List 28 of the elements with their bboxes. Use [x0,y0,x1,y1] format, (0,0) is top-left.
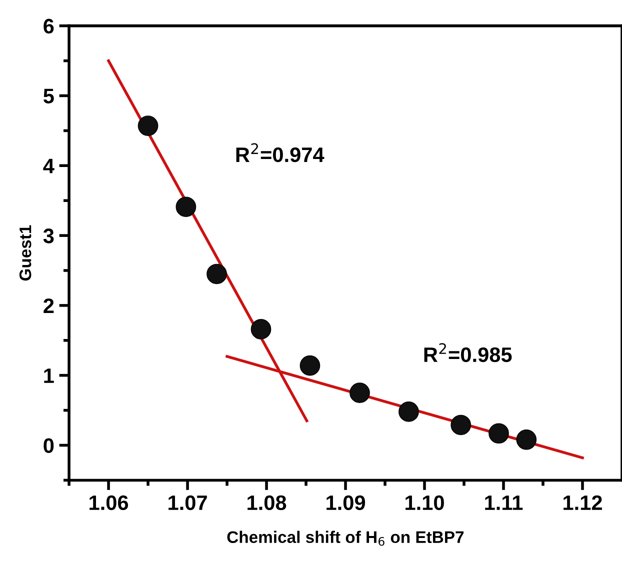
point [300,355,320,376]
y-tick-label: 1 [44,368,54,383]
y-tick-label: 5 [44,88,54,104]
point [176,196,196,218]
y-tick-label: 0 [44,438,54,454]
y-axis-title: Guest1 [19,225,32,281]
x-axis-title: Chemical shift of H$_{6}$ on EtBP7 [227,530,464,546]
x-tick-label: 1.12 [564,495,602,510]
point [250,319,272,340]
point [516,429,537,450]
y-tick-label: 3 [43,228,54,244]
point [350,382,370,403]
x-tick-label: 1.07 [168,495,207,510]
point [398,402,419,422]
point [206,264,227,284]
y-tick-label: 4 [43,158,54,174]
annotation: R$^{2}$=0.974 [236,143,324,162]
point [450,414,472,436]
point [138,116,158,136]
point [488,423,509,444]
annotation: R$^{2}$=0.985 [424,343,512,362]
x-tick-label: 1.08 [248,495,286,510]
y-tick-label: 6 [44,18,54,34]
y-tick-label: 2 [44,298,54,313]
x-tick-label: 1.10 [406,495,444,510]
x-tick-label: 1.09 [326,495,366,510]
x-tick-label: 1.11 [485,496,523,510]
x-tick-label: 1.06 [90,495,128,510]
